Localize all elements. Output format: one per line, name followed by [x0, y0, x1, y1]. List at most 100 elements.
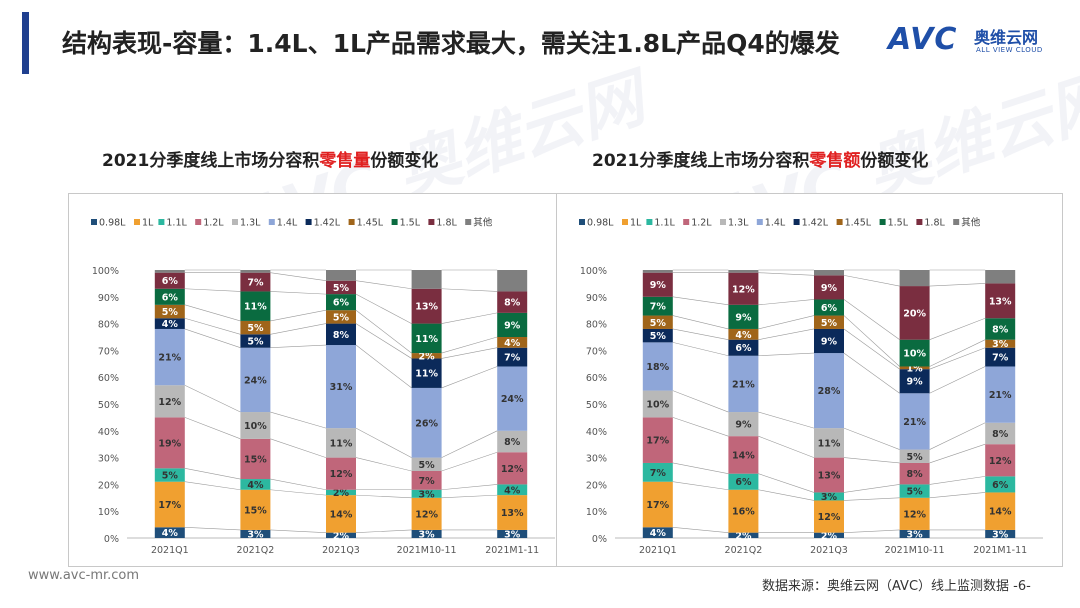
data-label: 26% [415, 418, 438, 429]
bar-segment [728, 355, 759, 413]
bar-segment [814, 492, 844, 501]
series-connector [758, 435, 815, 458]
x-tick-label: 2021M10-11 [397, 545, 457, 556]
bar-segment [154, 304, 185, 319]
bar-segment [814, 299, 844, 316]
series-connector [441, 347, 498, 359]
footer-source: 数据来源：奥维云网（AVC）线上监测数据 -6- [762, 579, 1031, 594]
bar-segment [642, 272, 673, 297]
legend-swatch [756, 219, 763, 225]
x-tick-label: 2021M10-11 [885, 545, 945, 556]
data-label: 5% [419, 460, 436, 471]
bar-segment [985, 476, 1016, 493]
chart-title-suffix: 份额变化 [370, 151, 439, 171]
series-connector [843, 352, 900, 394]
y-tick-label: 20% [98, 480, 119, 491]
x-tick-label: 2021M1-11 [485, 545, 539, 556]
data-label: 5% [907, 487, 924, 498]
bar-segment [326, 345, 356, 429]
series-connector [441, 336, 498, 354]
series-connector [672, 296, 729, 306]
data-label: 19% [158, 438, 181, 449]
bar-segment [985, 366, 1016, 423]
y-tick-label: 40% [98, 427, 119, 438]
data-label: 3% [504, 529, 521, 540]
legend-swatch [91, 219, 97, 225]
bar-segment [326, 270, 356, 281]
bar-segment [154, 288, 185, 305]
legend-swatch [465, 219, 472, 225]
data-label: 5% [247, 337, 264, 348]
bar-segment [814, 270, 844, 276]
series-connector [758, 299, 815, 306]
data-label: 11% [415, 334, 438, 345]
legend-swatch [793, 219, 800, 225]
legend-label: 1.4L [765, 218, 786, 229]
data-label: 7% [992, 353, 1009, 364]
bar-segment [154, 481, 185, 528]
data-label: 13% [415, 302, 438, 313]
data-label: 5% [333, 312, 350, 323]
page-title: 结构表现-容量：1.4L、1L产品需求最大，需关注1.8L产品Q4的爆发 [62, 29, 840, 58]
bar-segment [899, 366, 930, 370]
bar-segment [497, 529, 528, 538]
legend-swatch [953, 219, 960, 225]
bar-segment [411, 457, 442, 471]
bar-segment [326, 310, 356, 324]
x-tick-label: 2021Q1 [639, 545, 677, 556]
bar-segment [642, 328, 673, 343]
y-tick-label: 70% [98, 346, 119, 357]
bar-segment [240, 272, 271, 292]
legend-label: 1.4L [277, 218, 298, 229]
data-label: 9% [650, 280, 667, 291]
data-label: 12% [330, 469, 353, 480]
legend-label: 1.3L [728, 218, 749, 229]
data-label: 8% [907, 469, 924, 480]
legend-label: 其他 [473, 217, 493, 229]
bar-segment [411, 529, 442, 538]
bar-segment [497, 312, 528, 337]
bar-segment [642, 417, 673, 463]
data-label: 5% [162, 471, 179, 482]
data-label: 14% [330, 509, 353, 520]
bar-segment [326, 495, 356, 533]
bar-segment [497, 270, 528, 292]
bar-segment [411, 358, 442, 388]
data-label: 9% [735, 420, 752, 431]
legend-swatch [268, 219, 275, 225]
bar-segment [985, 347, 1016, 367]
bar-segment [899, 484, 930, 498]
data-label: 9% [504, 320, 521, 331]
y-tick-label: 40% [586, 427, 607, 438]
series-connector [184, 481, 241, 491]
bar-segment [728, 328, 759, 340]
series-connector [441, 288, 498, 292]
data-label: 7% [247, 278, 264, 289]
series-connector [441, 430, 498, 458]
series-connector [672, 328, 729, 340]
avc-logo: AVC 奥维云网 ALL VIEW CLOUD [888, 22, 1058, 62]
series-connector [843, 299, 900, 340]
x-tick-label: 2021Q1 [151, 545, 189, 556]
bar-segment [814, 353, 844, 429]
bar-segment [642, 296, 673, 316]
legend-swatch [683, 219, 690, 225]
series-connector [929, 422, 986, 450]
bar-segment [814, 275, 844, 300]
chart-value: 0.98L 1L 1.1L 1.2L 1.3L 1.4L 1.42L 1.45L 1.5L 1.8… [556, 193, 1063, 567]
bar-segment [411, 387, 442, 458]
series-connector [672, 481, 729, 491]
bar-segment [240, 529, 271, 538]
data-label: 17% [646, 500, 669, 511]
series-connector [758, 473, 815, 493]
series-connector [843, 427, 900, 450]
series-connector [929, 339, 986, 367]
series-connector [929, 366, 986, 394]
data-label: 16% [732, 507, 755, 518]
legend-swatch [195, 219, 202, 225]
data-label: 4% [247, 480, 264, 491]
data-label: 4% [735, 330, 752, 341]
bar-segment [728, 436, 759, 474]
bar-segment [985, 422, 1016, 445]
data-label: 6% [162, 292, 179, 303]
